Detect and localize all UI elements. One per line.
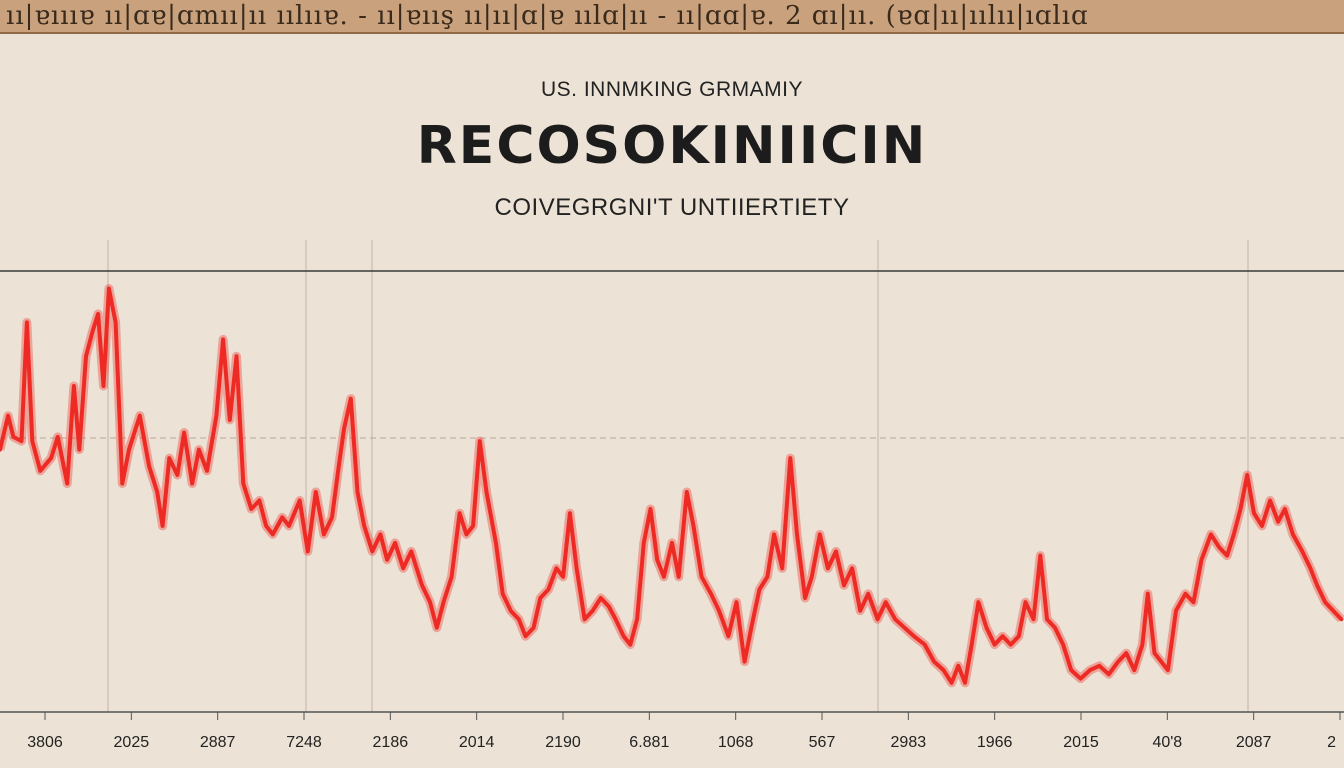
x-axis-ticks: 3806 2025 2887 7248 2186 2014 2190 6.881 1068 567… bbox=[27, 712, 1341, 751]
chart-subtitle: COIVEGRGNI'T UNTIIERTIETY bbox=[494, 194, 850, 221]
x-tick-label: 2186 bbox=[373, 734, 409, 751]
x-tick-label: 567 bbox=[809, 734, 836, 751]
x-tick-label: 2 bbox=[1327, 734, 1336, 751]
x-tick-label: 2887 bbox=[200, 734, 236, 751]
chart-supertitle: US. INNMKING GRMAMIY bbox=[540, 78, 803, 101]
x-tick-label: 7248 bbox=[286, 734, 322, 751]
x-tick-label: 2983 bbox=[891, 734, 927, 751]
x-tick-label: 2025 bbox=[114, 734, 150, 751]
x-tick-label: 3806 bbox=[27, 734, 63, 751]
x-tick-label: 2014 bbox=[459, 734, 495, 751]
grid-layer bbox=[107, 240, 1249, 712]
top-banner: ıı|ɐıııɐ ıı|ɑɐ|ɑmıı|ıı ıılııɐ. - ıı|ɐıış… bbox=[0, 0, 1344, 34]
x-tick-label: 2015 bbox=[1063, 734, 1099, 751]
x-tick-label: 1966 bbox=[977, 734, 1013, 751]
x-tick-label: 2087 bbox=[1236, 734, 1272, 751]
series-line-glow bbox=[0, 284, 1344, 688]
x-tick-label: 40'8 bbox=[1152, 734, 1182, 751]
x-tick-label: 2190 bbox=[545, 734, 581, 751]
x-tick-label: 1068 bbox=[718, 734, 754, 751]
x-tick-label: 6.881 bbox=[629, 734, 669, 751]
chart-title: RECOSOKINIICIN bbox=[416, 116, 928, 176]
series-line-0 bbox=[0, 286, 1344, 685]
banner-text: ıı|ɐıııɐ ıı|ɑɐ|ɑmıı|ıı ıılııɐ. - ıı|ɐıış… bbox=[6, 1, 1089, 31]
series-layer bbox=[0, 284, 1344, 688]
